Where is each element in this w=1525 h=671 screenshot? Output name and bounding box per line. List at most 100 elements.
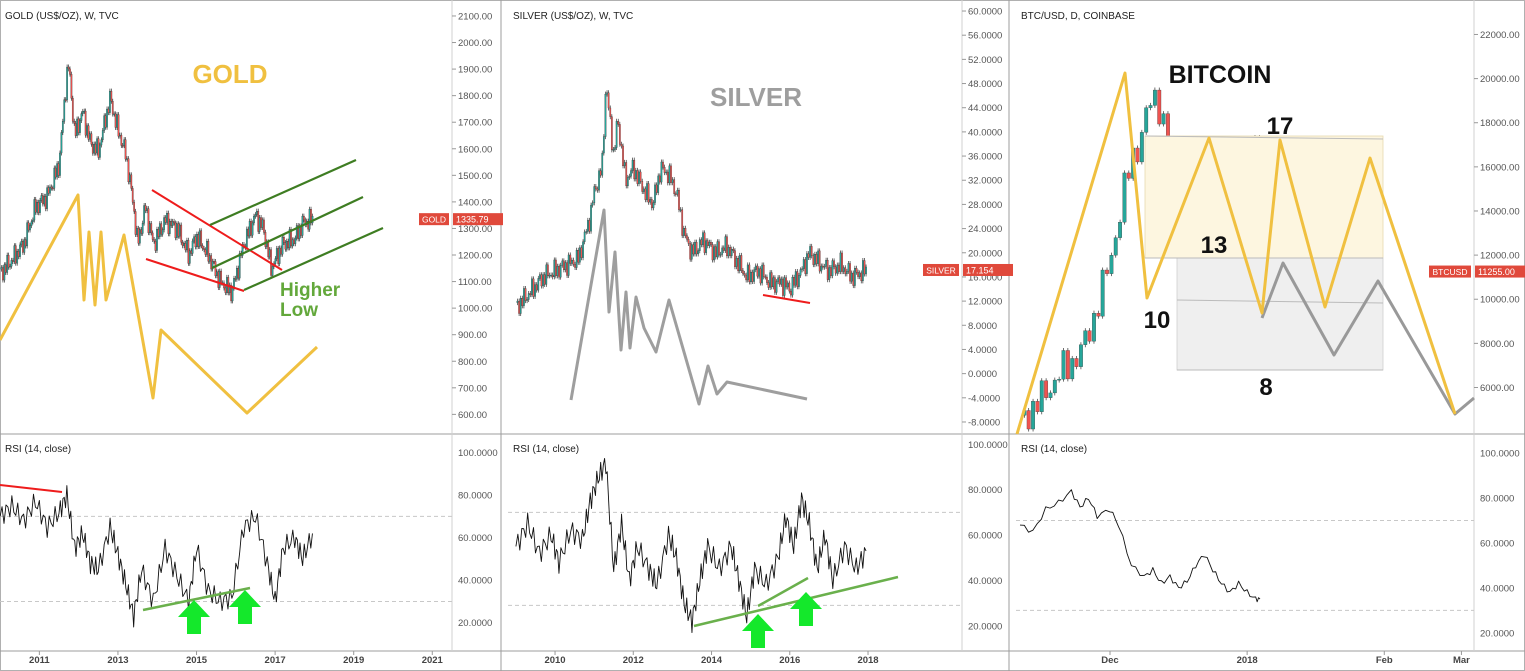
candle-body — [275, 248, 278, 259]
candle-body — [523, 288, 525, 306]
candle-body — [745, 274, 747, 281]
candle-body — [834, 266, 837, 274]
y-tick-label: 40.0000 — [968, 127, 1002, 138]
candle-body — [283, 237, 285, 243]
candle-body — [188, 250, 191, 264]
candle-body — [101, 130, 104, 141]
candle-body — [287, 241, 290, 249]
rsi-y-tick-label: 20.0000 — [458, 618, 492, 629]
candle-body — [809, 246, 811, 258]
candle-body — [50, 186, 53, 189]
x-tick-label: 2017 — [265, 655, 286, 666]
candle-body — [71, 98, 74, 122]
candle-body — [596, 188, 599, 191]
candle-body — [822, 265, 824, 268]
candle-body — [64, 99, 67, 101]
x-tick-label: 2019 — [343, 655, 364, 666]
candle-body — [46, 187, 48, 209]
candle-body — [626, 177, 629, 187]
candle-body — [27, 222, 30, 231]
y-tick-label: 22000.00 — [1480, 30, 1520, 41]
candle-body — [218, 270, 221, 288]
candle-body — [255, 210, 258, 215]
x-tick-label: 2014 — [701, 655, 723, 666]
candle-body — [190, 250, 193, 254]
red-trendline — [145, 258, 245, 292]
candle-body — [754, 265, 757, 270]
candle-body — [0, 267, 3, 270]
x-tick-label: 2012 — [623, 655, 644, 666]
candle-body — [1105, 269, 1109, 274]
candle-body — [790, 290, 792, 296]
y-tick-label: 8000.00 — [1480, 339, 1514, 350]
candle-body — [120, 134, 123, 146]
candle-body — [722, 247, 725, 251]
candle-body — [137, 228, 140, 244]
candle-body — [86, 125, 88, 136]
rsi-y-tick-label: 60.0000 — [458, 533, 492, 544]
candle-body — [73, 121, 76, 124]
x-tick-label: 2010 — [544, 655, 565, 666]
candle-body — [154, 241, 157, 251]
candle-body — [753, 269, 755, 282]
candle-body — [718, 241, 720, 256]
candle-body — [170, 221, 173, 226]
candle-body — [114, 113, 117, 128]
candle-body — [545, 264, 548, 285]
candle-body — [74, 123, 77, 136]
candle-body — [1048, 392, 1053, 398]
candle-body — [785, 277, 787, 288]
candle-body — [140, 229, 143, 234]
candle-body — [127, 158, 130, 183]
rsi-y-tick-label: 80.0000 — [968, 485, 1002, 496]
y-tick-label: 1900.00 — [458, 65, 492, 76]
candle-body — [268, 249, 271, 258]
candle-body — [258, 217, 261, 232]
candle-body — [116, 114, 118, 128]
candle-body — [714, 246, 717, 258]
candle-body — [89, 133, 91, 140]
candle-body — [695, 241, 698, 255]
candle-body — [1153, 89, 1157, 106]
candle-body — [550, 274, 552, 277]
candle-body — [294, 237, 297, 244]
candle-body — [126, 158, 128, 160]
candle-body — [812, 255, 815, 265]
y-tick-label: 18000.00 — [1480, 118, 1520, 129]
candle-body — [201, 245, 204, 249]
candle-body — [49, 186, 51, 194]
candle-body — [66, 66, 68, 101]
candle-body — [16, 251, 19, 264]
y-tick-label: 1600.00 — [458, 144, 492, 155]
rsi-y-tick-label: 60.0000 — [968, 531, 1002, 542]
rsi-y-tick-label: 100.0000 — [968, 440, 1008, 451]
candle-body — [47, 187, 50, 194]
candle-body — [633, 159, 636, 180]
rsi-line — [0, 485, 313, 628]
candle-body — [791, 277, 794, 296]
candle-body — [1096, 313, 1101, 317]
candle-body — [746, 264, 749, 281]
candle-body — [670, 165, 672, 183]
rsi-y-tick-label: 100.0000 — [1480, 449, 1520, 460]
candle-body — [794, 271, 797, 286]
y-tick-label: 1300.00 — [458, 224, 492, 235]
candle-body — [641, 181, 644, 192]
x-tick-label: 2011 — [29, 655, 50, 666]
candle-body — [141, 223, 144, 234]
y-tick-label: 900.00 — [458, 330, 487, 341]
box-line — [1144, 135, 1384, 140]
candle-body — [7, 254, 10, 268]
candle-body — [639, 171, 642, 182]
candle-body — [1039, 380, 1044, 412]
candle-body — [136, 228, 138, 235]
candle-body — [817, 250, 819, 264]
candle-body — [539, 274, 541, 279]
candle-body — [10, 260, 13, 267]
candle-body — [1035, 401, 1040, 412]
candle-body — [548, 274, 551, 277]
annotation-higher-low-line2: Low — [280, 300, 318, 321]
candle-body — [93, 143, 96, 154]
candle-body — [566, 262, 568, 276]
candle-body — [761, 264, 763, 284]
